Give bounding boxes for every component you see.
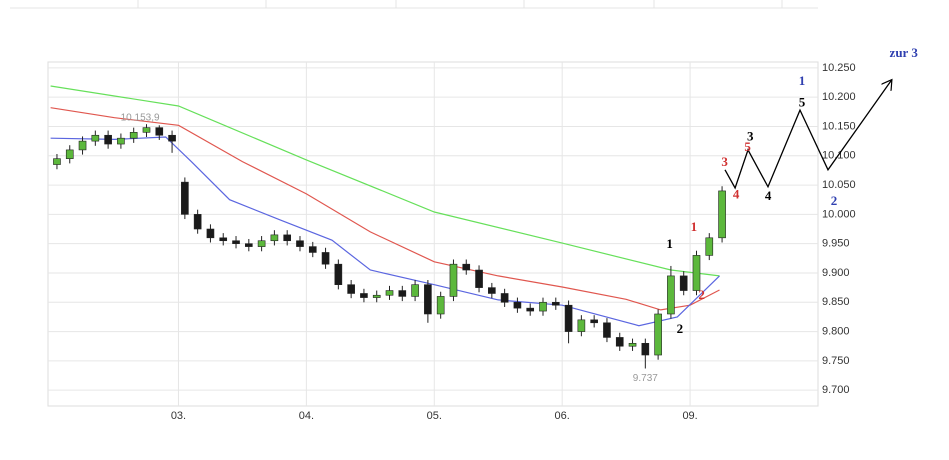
y-tick-label: 9.900 — [822, 267, 850, 279]
y-tick-label: 9.850 — [822, 296, 850, 308]
annotation: 4 — [733, 187, 740, 202]
candle-body — [539, 301, 547, 312]
candle-body — [219, 237, 228, 242]
candle-body — [718, 190, 726, 239]
candle-body — [603, 322, 611, 338]
annotation: 3 — [747, 129, 754, 144]
y-tick-label: 10.000 — [822, 208, 856, 220]
candle-body — [551, 301, 560, 306]
candle-body — [628, 342, 637, 347]
moving-average-line — [50, 107, 720, 311]
annotation: 2 — [698, 287, 705, 302]
annotation: 9.737 — [633, 373, 658, 384]
annotation: 2 — [677, 321, 684, 336]
candle-body — [500, 293, 509, 303]
y-tick-label: 10.150 — [822, 120, 856, 132]
candle-body — [654, 313, 662, 356]
candle-body — [692, 255, 701, 291]
x-tick-label: 03. — [171, 410, 186, 422]
candle-body — [117, 137, 125, 145]
candle-body — [244, 243, 253, 247]
annotation: 1 — [666, 236, 673, 251]
candle-body — [270, 234, 279, 242]
candle-body — [411, 284, 419, 297]
candle-body — [308, 246, 317, 253]
y-tick-label: 9.800 — [822, 325, 850, 337]
candle-body — [705, 237, 714, 256]
candle-body — [475, 269, 483, 288]
candle-body — [398, 290, 407, 297]
candle-body — [667, 275, 675, 315]
candle-body — [462, 263, 471, 271]
candle-body — [155, 127, 164, 136]
plot-frame — [47, 61, 819, 407]
candle-body — [436, 296, 445, 315]
annotation: 10.153,9 — [121, 112, 160, 123]
candle-body — [65, 149, 74, 159]
annotation: 1 — [691, 219, 698, 234]
candle-body — [129, 132, 138, 139]
annotation: zur 3 — [890, 45, 919, 60]
y-tick-label: 9.750 — [822, 355, 850, 367]
candle-body — [334, 263, 343, 285]
candle-body — [296, 240, 304, 247]
candle-body — [78, 140, 87, 151]
candle-body — [91, 134, 100, 142]
candle-body — [193, 214, 202, 230]
annotation: 3 — [721, 154, 728, 169]
candle-body — [449, 263, 458, 297]
y-tick-label: 10.250 — [822, 62, 856, 74]
candle-body — [206, 228, 215, 239]
y-tick-label: 10.200 — [822, 91, 856, 103]
candle-body — [142, 127, 151, 133]
candle-body — [526, 307, 535, 312]
candle-body — [615, 337, 624, 347]
x-tick-label: 09. — [682, 410, 697, 422]
candle-body — [347, 284, 355, 294]
candle-body — [168, 134, 176, 142]
candle-body — [360, 293, 368, 298]
candle-body — [424, 284, 432, 315]
candle-body — [641, 342, 650, 356]
x-tick-label: 06. — [555, 410, 570, 422]
y-tick-label: 9.950 — [822, 238, 850, 250]
candle-body — [321, 252, 330, 265]
x-tick-label: 04. — [299, 410, 314, 422]
annotation: 4 — [765, 188, 772, 203]
candle-body — [372, 294, 381, 298]
candle-body — [577, 319, 586, 332]
candle-body — [679, 275, 688, 291]
candle-body — [181, 181, 189, 215]
annotation: 5 — [744, 139, 751, 154]
candle-body — [283, 234, 292, 242]
candle-body — [104, 134, 112, 145]
candle-body — [488, 287, 496, 294]
annotation: 2 — [831, 193, 838, 208]
candle-body — [513, 301, 522, 309]
candle-body — [53, 158, 61, 165]
candle-body — [385, 290, 394, 296]
candle-body — [590, 319, 598, 324]
y-tick-label: 10.100 — [822, 150, 856, 162]
x-tick-label: 05. — [427, 410, 442, 422]
candle-body — [257, 240, 266, 247]
candle-body — [232, 240, 240, 244]
candle-body — [564, 304, 573, 332]
projection-line — [724, 80, 892, 190]
top-frame — [10, 0, 818, 9]
annotation: 1 — [799, 73, 806, 88]
annotation: 5 — [799, 95, 806, 110]
y-tick-label: 9.700 — [822, 384, 850, 396]
y-tick-label: 10.050 — [822, 179, 856, 191]
